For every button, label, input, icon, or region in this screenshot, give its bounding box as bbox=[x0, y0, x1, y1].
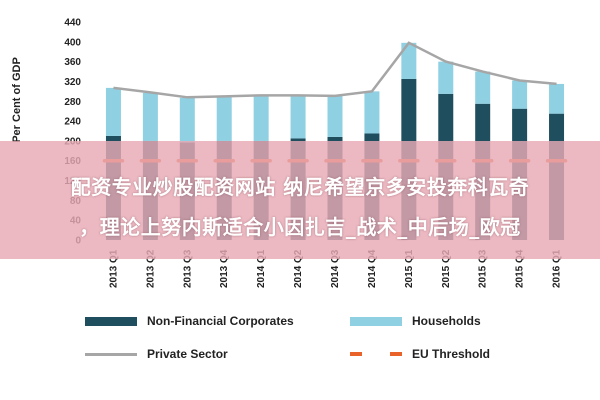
legend-label-eu-threshold: EU Threshold bbox=[412, 347, 491, 361]
x-tick-label: 2014 Q3 bbox=[330, 249, 341, 288]
x-axis-ticks: 2013 Q1 2013 Q2 2013 Q3 2013 Q4 2014 Q1 2014 … bbox=[108, 249, 562, 288]
bar-households bbox=[475, 71, 491, 104]
x-tick-label: 2014 Q4 bbox=[367, 249, 378, 288]
bar-households bbox=[512, 80, 528, 109]
y-tick-label: 400 bbox=[64, 37, 81, 48]
x-tick-label: 2013 Q1 bbox=[108, 249, 119, 288]
y-tick-label: 360 bbox=[64, 57, 81, 68]
x-tick-label: 2015 Q1 bbox=[404, 249, 415, 288]
x-tick-label: 2015 Q3 bbox=[478, 249, 489, 288]
bar-households bbox=[179, 97, 195, 143]
y-tick-label: 320 bbox=[64, 77, 81, 88]
x-tick-label: 2015 Q2 bbox=[441, 249, 452, 288]
x-tick-label: 2013 Q3 bbox=[182, 249, 193, 288]
bar-households bbox=[549, 83, 565, 114]
legend-item-eu-threshold: EU Threshold bbox=[350, 347, 490, 361]
x-tick-label: 2016 Q1 bbox=[552, 249, 563, 288]
bar-households bbox=[438, 61, 454, 94]
x-tick-label: 2013 Q4 bbox=[219, 249, 230, 288]
line-private-sector bbox=[113, 41, 557, 99]
bar-households bbox=[142, 92, 158, 141]
y-axis-title: Per Cent of GDP bbox=[11, 57, 23, 143]
bar-households bbox=[105, 87, 121, 136]
legend-swatch-non-financial-corporates bbox=[85, 316, 137, 326]
y-tick-label: 440 bbox=[64, 18, 81, 29]
legend-swatch-eu-threshold bbox=[350, 352, 402, 356]
bar-households bbox=[327, 95, 343, 137]
legend-label-households: Households bbox=[412, 314, 481, 328]
legend-item-households: Households bbox=[350, 314, 481, 328]
bar-households bbox=[253, 95, 269, 141]
x-tick-label: 2015 Q4 bbox=[515, 249, 526, 288]
legend-label-private-sector: Private Sector bbox=[147, 347, 228, 361]
y-tick-label: 280 bbox=[64, 97, 81, 108]
legend-item-private-sector: Private Sector bbox=[85, 347, 228, 361]
bar-households bbox=[216, 96, 232, 141]
watermark-banner: 配资专业炒股配资网站 纳尼希望京多安投奔科瓦奇 ，理论上努内斯适合小因扎吉_战术… bbox=[0, 141, 600, 259]
bar-households bbox=[364, 91, 380, 134]
y-tick-label: 240 bbox=[64, 117, 81, 128]
watermark-line-1: 配资专业炒股配资网站 纳尼希望京多安投奔科瓦奇 bbox=[70, 175, 530, 199]
legend-item-non-financial-corporates: Non-Financial Corporates bbox=[85, 314, 294, 328]
x-tick-label: 2014 Q2 bbox=[293, 249, 304, 288]
x-tick-label: 2013 Q2 bbox=[145, 249, 156, 288]
x-tick-label: 2014 Q1 bbox=[256, 249, 267, 288]
legend-swatch-private-sector bbox=[85, 352, 137, 356]
bar-households bbox=[401, 42, 417, 79]
watermark-line-2: ，理论上努内斯适合小因扎吉_战术_中后场_欧冠 bbox=[79, 215, 521, 239]
legend-label-non-financial-corporates: Non-Financial Corporates bbox=[147, 314, 294, 328]
legend-swatch-households bbox=[350, 316, 402, 326]
bar-households bbox=[290, 95, 306, 139]
